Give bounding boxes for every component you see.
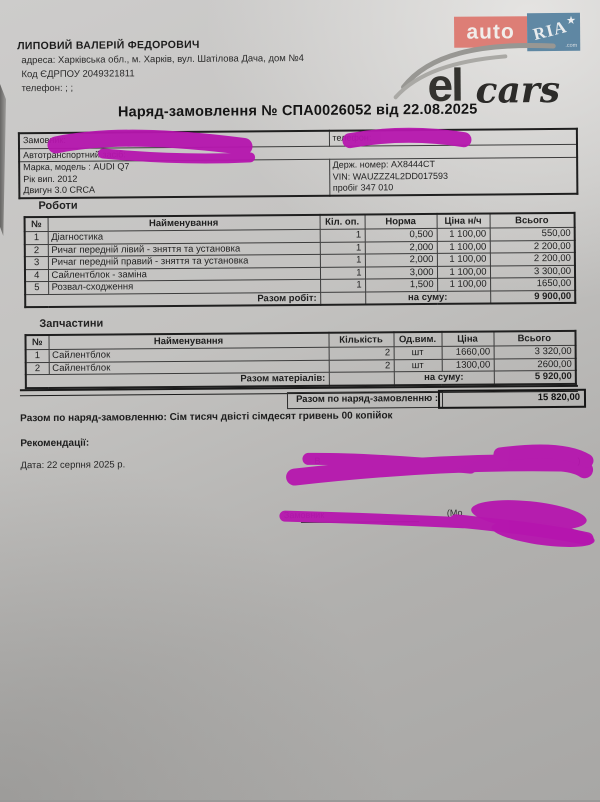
table-cell: шт — [393, 346, 442, 360]
table-cell: 1 — [319, 228, 365, 242]
date-line: Дата: 22 серпня 2025 р. — [20, 459, 126, 472]
table-cell: 2 — [24, 243, 48, 257]
logo-swoosh-icon — [401, 42, 556, 90]
table-cell: 3 — [24, 256, 48, 270]
table-cell: 550,00 — [489, 227, 575, 241]
works-sum-label: на суму: — [365, 290, 491, 305]
table-cell: 1 100,00 — [436, 228, 490, 241]
col-header: Од.вим. — [393, 331, 442, 347]
star-icon: ★ — [566, 14, 577, 27]
table-cell: 4 — [24, 268, 49, 282]
table-cell: 1 100,00 — [437, 278, 491, 291]
customer-signature-label: Замовник — [283, 509, 325, 521]
redaction-signature-1c — [493, 444, 594, 468]
redaction-blob-1 — [471, 500, 587, 531]
executor-label-fragment: В — [314, 455, 321, 466]
table-cell: 1,500 — [365, 278, 438, 292]
vehicle-right-cell: Держ. номер: AX8444CT VIN: WAUZZZ4L2DD01… — [329, 157, 578, 196]
logo-cars-text: cars — [475, 69, 560, 109]
works-total-label: Разом робіт: — [25, 291, 321, 308]
table-cell: 2,000 — [364, 253, 437, 267]
table-cell: 1 — [320, 278, 366, 292]
table-cell: 1 — [319, 241, 365, 255]
signature-line — [300, 521, 419, 523]
col-header: Кіл. оп. — [319, 214, 365, 230]
paren-fragment: ) — [577, 455, 581, 466]
amount-in-words: Разом по наряд-замовленню: Сім тисяч дві… — [20, 410, 393, 425]
col-header: Ціна — [441, 331, 494, 347]
paper-edge-shadow — [0, 84, 6, 236]
redaction-blob-2 — [491, 521, 595, 547]
parts-total-value: 5 920,00 — [493, 370, 576, 384]
table-cell: шт — [393, 358, 442, 372]
empty-cell — [320, 291, 366, 305]
table-cell: 1 — [24, 231, 48, 245]
company-phone: телефон: ; ; — [21, 82, 74, 95]
table-cell: 2 200,00 — [489, 239, 575, 254]
parts-table: № Найменування Кількість Од.вим. Ціна Вс… — [24, 329, 577, 389]
elcars-logo: el cars — [393, 42, 560, 110]
table-cell: 3 300,00 — [489, 264, 576, 279]
redaction-signature-1a — [286, 454, 594, 486]
table-cell: 2 — [328, 359, 394, 373]
table-cell: 5 — [25, 281, 49, 295]
table-cell: 1 100,00 — [436, 240, 490, 254]
grand-total-label: Разом по наряд-замовленню : — [286, 390, 444, 410]
works-section-title: Роботи — [38, 199, 78, 213]
redaction-signature-2b — [449, 514, 594, 546]
table-cell: 1300,00 — [441, 358, 494, 372]
col-header: Всього — [493, 330, 576, 346]
table-cell: 2 — [328, 346, 394, 360]
works-total-value: 9 900,00 — [490, 289, 576, 304]
table-cell: 2600,00 — [493, 357, 576, 371]
col-header: Ціна н/ч — [436, 213, 490, 229]
col-header: Норма — [364, 213, 437, 229]
mp-fragment: (Мо — [446, 507, 463, 518]
table-cell: 3,000 — [364, 265, 438, 279]
company-edrpou: Код ЄДРПОУ 2049321811 — [21, 68, 135, 81]
parts-sum-label: на суму: — [393, 370, 494, 385]
vehicle-left-cell: Марка, модель : AUDI Q7 Рік вип. 2012 Дв… — [19, 159, 330, 198]
company-address: адреса: Харківська обл., м. Харків, вул.… — [21, 52, 304, 67]
logo-el-text: el — [427, 59, 462, 110]
table-cell: 2 200,00 — [489, 252, 575, 266]
works-table: № Найменування Кіл. оп. Норма Ціна н/ч В… — [23, 211, 577, 309]
table-row: Марка, модель : AUDI Q7 Рік вип. 2012 Дв… — [19, 157, 578, 198]
empty-cell — [328, 371, 394, 386]
table-cell: 1660,00 — [441, 345, 494, 359]
parts-total-label: Разом матеріалів: — [25, 372, 329, 388]
logo-swoosh2-icon — [393, 54, 508, 100]
redaction-signature-1b — [302, 452, 477, 474]
table-cell: 1650,00 — [490, 277, 576, 291]
table-cell: 1 — [25, 349, 49, 363]
company-name: ЛИПОВИЙ ВАЛЕРІЙ ФЕДОРОВИЧ — [17, 38, 200, 53]
table-cell: 1 100,00 — [436, 253, 490, 266]
customer-vehicle-table: Замовник: телефон: Автотранспортний засі… — [17, 127, 579, 199]
table-cell: 2 — [25, 361, 49, 375]
col-header: Всього — [489, 212, 575, 229]
parts-section-title: Запчастини — [39, 317, 104, 331]
col-header: Кількість — [328, 332, 394, 348]
document-title: Наряд-замовлення № СПА0026052 від 22.08.… — [117, 101, 478, 121]
grand-total-value: 15 820,00 — [437, 388, 587, 409]
mileage: пробіг 347 010 — [332, 182, 394, 193]
table-cell: 1 — [319, 266, 366, 280]
table-cell: 0,500 — [364, 228, 437, 242]
col-header: № — [25, 334, 49, 350]
col-header: № — [24, 216, 48, 232]
engine: Двигун 3.0 CRCA — [23, 184, 96, 196]
table-cell: 1 100,00 — [436, 265, 491, 279]
table-cell: 3 320,00 — [493, 345, 576, 359]
table-cell: 2,000 — [364, 240, 437, 254]
table-cell: 1 — [319, 253, 365, 267]
recommendations-label: Рекомендації: — [20, 437, 90, 450]
